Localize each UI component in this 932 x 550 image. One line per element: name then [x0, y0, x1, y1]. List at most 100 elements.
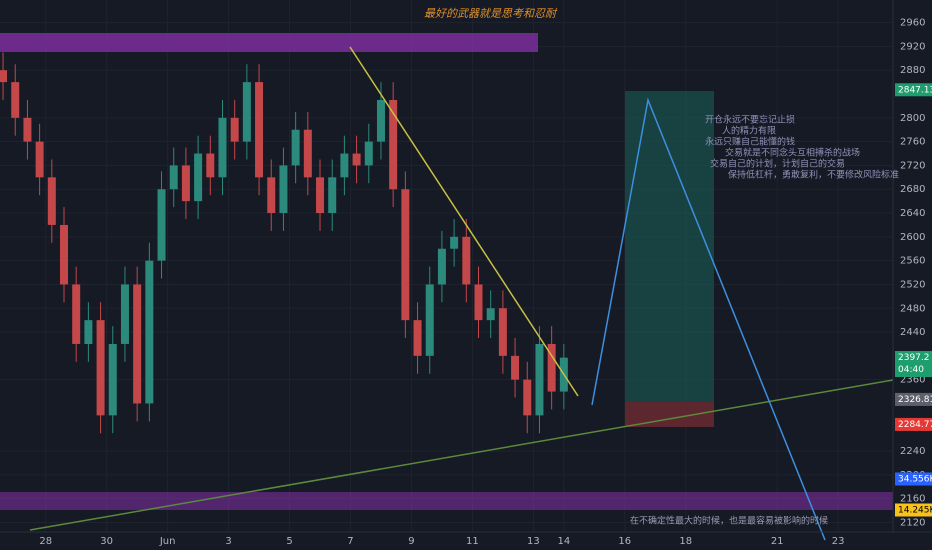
- y-tick-label: 2720: [900, 160, 925, 171]
- candle-body: [255, 82, 264, 178]
- candle-body: [242, 82, 251, 142]
- x-tick-label: 23: [832, 536, 845, 547]
- x-tick-label: 28: [39, 536, 52, 547]
- candle-body: [218, 117, 227, 178]
- y-tick-label: 2360: [900, 375, 925, 386]
- candle-body: [291, 129, 300, 166]
- price-label: 2284.77: [898, 420, 932, 430]
- candle-body: [47, 177, 56, 225]
- x-tick-label: 14: [557, 536, 570, 547]
- y-tick-label: 2640: [900, 208, 925, 219]
- notes: 开仓永远不要忘记止损人的精力有限永远只赚自己能懂的钱交易就是不同念头互相搏杀的战…: [705, 114, 899, 181]
- y-tick-label: 2240: [900, 446, 925, 457]
- price-label-bg: [895, 417, 932, 431]
- candle-body: [35, 141, 44, 178]
- y-tick-label: 2880: [900, 65, 925, 76]
- volume-label: 34.556K: [898, 475, 932, 485]
- candle-body: [279, 165, 288, 214]
- candle-body: [486, 308, 495, 321]
- candle-body: [169, 165, 178, 190]
- labels: 2960 2920 2880 2800 2760 2720 2680 2640 2600 2560…: [39, 18, 932, 547]
- x-tick-label: 9: [408, 536, 414, 547]
- price-label: 2397.2: [898, 353, 930, 363]
- y-tick-label: 2120: [900, 517, 925, 528]
- projection: [591, 97, 826, 541]
- y-tick-label: 2960: [900, 18, 925, 29]
- candle-body: [206, 153, 215, 178]
- candle-body: [547, 343, 556, 392]
- note: 永远只赚自己能懂的钱: [705, 136, 795, 148]
- candle-body: [72, 284, 81, 344]
- price-label: 2847.13: [898, 85, 932, 95]
- y-tick-label: 2920: [900, 41, 925, 52]
- stop-box: [625, 402, 714, 427]
- y-tick-label: 2680: [900, 184, 925, 195]
- candle-body: [11, 82, 20, 118]
- zone: [0, 33, 538, 52]
- candle-body: [498, 308, 507, 356]
- candle-body: [316, 177, 325, 214]
- y-tick-label: 2560: [900, 256, 925, 267]
- price-label: 2326.81: [898, 395, 932, 405]
- candle-body: [96, 320, 105, 416]
- x-tick-label: 5: [286, 536, 292, 547]
- candle-body: [437, 248, 446, 285]
- candle-body: [425, 284, 434, 356]
- zone: [0, 492, 893, 510]
- candle-body: [450, 236, 459, 249]
- y-tick-label: 2800: [900, 113, 925, 124]
- candle-body: [0, 70, 8, 83]
- candle-body: [60, 224, 69, 285]
- candle-body: [462, 236, 471, 285]
- candle-body: [303, 129, 312, 178]
- y-tick-label: 2480: [900, 303, 925, 314]
- x-tick-label: 16: [618, 536, 631, 547]
- candle-body: [108, 343, 117, 416]
- candle-body: [535, 343, 544, 416]
- title: 最好的武器就是思考和忍耐: [424, 7, 558, 20]
- candle-body: [413, 320, 422, 356]
- price-label-bg: [895, 392, 932, 406]
- price-label-bg: [895, 351, 932, 378]
- trendline: [349, 46, 579, 397]
- y-tick-label: 2440: [900, 327, 925, 338]
- price-label-bg: [895, 83, 932, 97]
- y-tick-label: 2520: [900, 279, 925, 290]
- candle-body: [181, 165, 190, 202]
- candle-body: [157, 189, 166, 261]
- candle-body: [194, 153, 203, 202]
- candle-body: [23, 117, 32, 142]
- trendline: [29, 379, 894, 531]
- x-tick-label: 7: [347, 536, 353, 547]
- candle-body: [84, 320, 93, 344]
- target-box: [625, 91, 714, 402]
- x-tick-label: 13: [527, 536, 540, 547]
- y-tick-label: 2760: [900, 137, 925, 148]
- candle-body: [340, 153, 349, 178]
- y-tick-label: 2600: [900, 232, 925, 243]
- candle-body: [145, 260, 154, 404]
- note: 交易自己的计划，计划自己的交易: [710, 158, 845, 170]
- candle-body: [389, 99, 398, 190]
- candle-body: [267, 177, 276, 214]
- x-tick-label: 18: [679, 536, 692, 547]
- candle-body: [328, 177, 337, 214]
- candle-body: [120, 284, 129, 344]
- x-tick-label: 3: [225, 536, 231, 547]
- grid: [0, 0, 893, 532]
- note: 人的精力有限: [722, 125, 776, 137]
- price-label-sub: 04:40: [898, 365, 924, 375]
- x-tick-label: 11: [466, 536, 479, 547]
- x-tick-label: 21: [771, 536, 784, 547]
- volume-label: 14.245K: [898, 506, 932, 516]
- candle-body: [364, 141, 373, 166]
- volume-label-bg: [895, 503, 932, 517]
- candle-body: [511, 355, 520, 380]
- note: 开仓永远不要忘记止损: [705, 114, 795, 126]
- footnote: 在不确定性最大的时候，也是最容易被影响的时候: [630, 515, 828, 527]
- candle-body: [133, 284, 142, 404]
- candle-body: [376, 99, 385, 142]
- note: 交易就是不同念头互相搏杀的战场: [725, 147, 860, 159]
- note: 保持低杠杆，勇敢复利，不要修改风险标准: [728, 169, 899, 181]
